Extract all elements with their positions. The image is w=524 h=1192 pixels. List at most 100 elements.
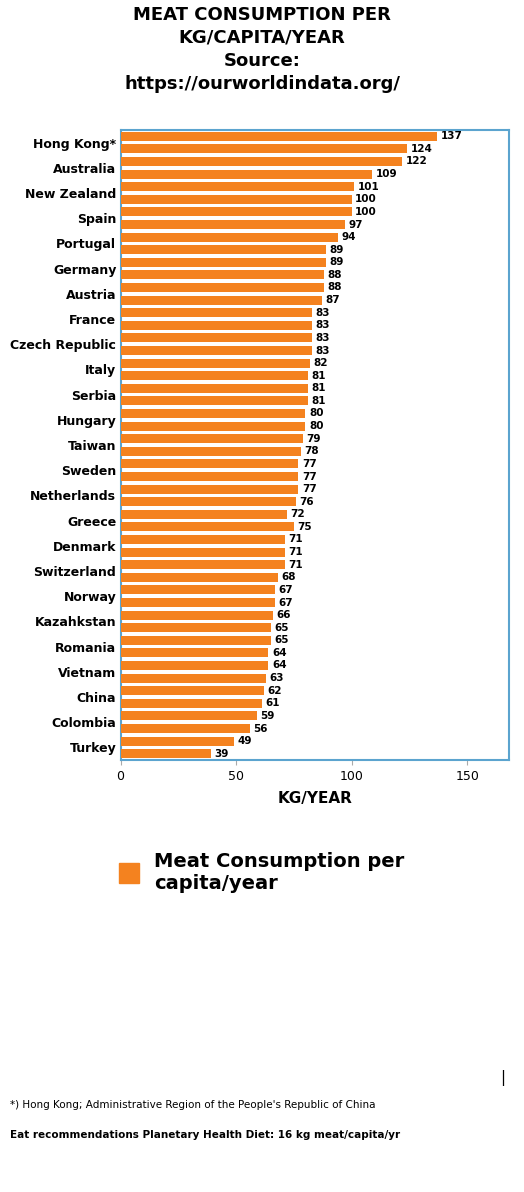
Text: 64: 64 xyxy=(272,660,287,670)
Bar xyxy=(121,346,312,355)
Bar xyxy=(121,623,271,632)
Bar xyxy=(121,334,312,342)
Text: 137: 137 xyxy=(441,131,463,142)
Text: 89: 89 xyxy=(330,244,344,255)
Text: *) Hong Kong; Administrative Region of the People's Republic of China: *) Hong Kong; Administrative Region of t… xyxy=(10,1100,376,1110)
Text: MEAT CONSUMPTION PER
KG/CAPITA/YEAR
Source:
https://ourworldindata.org/: MEAT CONSUMPTION PER KG/CAPITA/YEAR Sour… xyxy=(124,6,400,93)
Text: Eat recommendations Planetary Health Diet: 16 kg meat/capita/yr: Eat recommendations Planetary Health Die… xyxy=(10,1130,401,1140)
Text: 89: 89 xyxy=(330,257,344,267)
Text: 88: 88 xyxy=(328,283,342,292)
Bar xyxy=(121,535,285,544)
Bar xyxy=(121,648,268,658)
Bar xyxy=(121,497,296,507)
Bar xyxy=(121,673,266,683)
Text: 39: 39 xyxy=(214,749,228,758)
Bar xyxy=(121,699,261,708)
Bar xyxy=(121,547,285,557)
Bar xyxy=(121,635,271,645)
Bar xyxy=(121,510,287,519)
Bar xyxy=(121,724,250,733)
Text: 61: 61 xyxy=(265,699,279,708)
Text: 66: 66 xyxy=(277,610,291,620)
Text: 79: 79 xyxy=(307,434,321,443)
Bar xyxy=(121,687,264,695)
Bar xyxy=(121,447,301,455)
Bar xyxy=(121,194,352,204)
Bar xyxy=(121,660,268,670)
Bar xyxy=(121,737,234,746)
Bar xyxy=(121,573,278,582)
Bar xyxy=(121,749,211,758)
Text: 81: 81 xyxy=(311,384,326,393)
Text: 71: 71 xyxy=(288,534,303,545)
Text: 77: 77 xyxy=(302,472,316,482)
Text: 80: 80 xyxy=(309,409,323,418)
Text: 63: 63 xyxy=(269,673,284,683)
Text: 83: 83 xyxy=(316,346,330,355)
Text: 83: 83 xyxy=(316,321,330,330)
Bar xyxy=(121,585,276,595)
Text: 72: 72 xyxy=(290,509,305,520)
Text: 65: 65 xyxy=(274,622,289,633)
Text: 83: 83 xyxy=(316,333,330,343)
Text: 75: 75 xyxy=(297,522,312,532)
Text: 88: 88 xyxy=(328,269,342,280)
Text: 100: 100 xyxy=(355,207,377,217)
Text: 87: 87 xyxy=(325,296,340,305)
Text: 78: 78 xyxy=(304,446,319,457)
Text: 59: 59 xyxy=(260,710,275,721)
Text: 81: 81 xyxy=(311,396,326,406)
Bar xyxy=(121,283,324,292)
Bar xyxy=(121,296,322,305)
Bar xyxy=(121,522,294,532)
Text: 65: 65 xyxy=(274,635,289,645)
Bar xyxy=(121,434,303,443)
Bar xyxy=(121,132,437,141)
Text: 100: 100 xyxy=(355,194,377,204)
Bar xyxy=(121,257,326,267)
Text: 77: 77 xyxy=(302,459,316,468)
Bar xyxy=(121,182,354,191)
Bar xyxy=(121,169,373,179)
Text: 56: 56 xyxy=(254,724,268,733)
Text: 67: 67 xyxy=(279,597,293,608)
Text: 97: 97 xyxy=(348,219,363,230)
Text: 82: 82 xyxy=(313,358,328,368)
Text: 94: 94 xyxy=(341,232,356,242)
Bar xyxy=(121,397,308,405)
Bar xyxy=(121,459,299,468)
Text: 67: 67 xyxy=(279,585,293,595)
Bar xyxy=(121,157,402,166)
Bar xyxy=(121,610,273,620)
Bar xyxy=(121,371,308,380)
Bar xyxy=(121,246,326,254)
Text: 71: 71 xyxy=(288,547,303,557)
Text: |: | xyxy=(500,1070,506,1086)
Text: 83: 83 xyxy=(316,308,330,318)
Bar xyxy=(121,221,345,229)
Bar xyxy=(121,309,312,317)
Bar xyxy=(121,472,299,482)
Text: 81: 81 xyxy=(311,371,326,380)
Bar xyxy=(121,422,305,430)
Bar xyxy=(121,598,276,607)
Bar xyxy=(121,271,324,279)
Text: 101: 101 xyxy=(357,181,379,192)
Text: 62: 62 xyxy=(267,685,282,696)
Bar xyxy=(121,384,308,393)
Bar xyxy=(121,712,257,720)
Text: 124: 124 xyxy=(411,144,432,154)
Bar xyxy=(121,321,312,330)
Text: 80: 80 xyxy=(309,421,323,432)
Text: 64: 64 xyxy=(272,648,287,658)
Bar xyxy=(121,232,338,242)
Bar xyxy=(121,560,285,570)
Text: 122: 122 xyxy=(406,156,428,167)
Bar xyxy=(121,207,352,217)
Text: 71: 71 xyxy=(288,560,303,570)
Legend: Meat Consumption per
capita/year: Meat Consumption per capita/year xyxy=(119,852,405,893)
Text: 68: 68 xyxy=(281,572,296,583)
Bar xyxy=(121,409,305,418)
Text: 77: 77 xyxy=(302,484,316,495)
Text: 76: 76 xyxy=(300,497,314,507)
